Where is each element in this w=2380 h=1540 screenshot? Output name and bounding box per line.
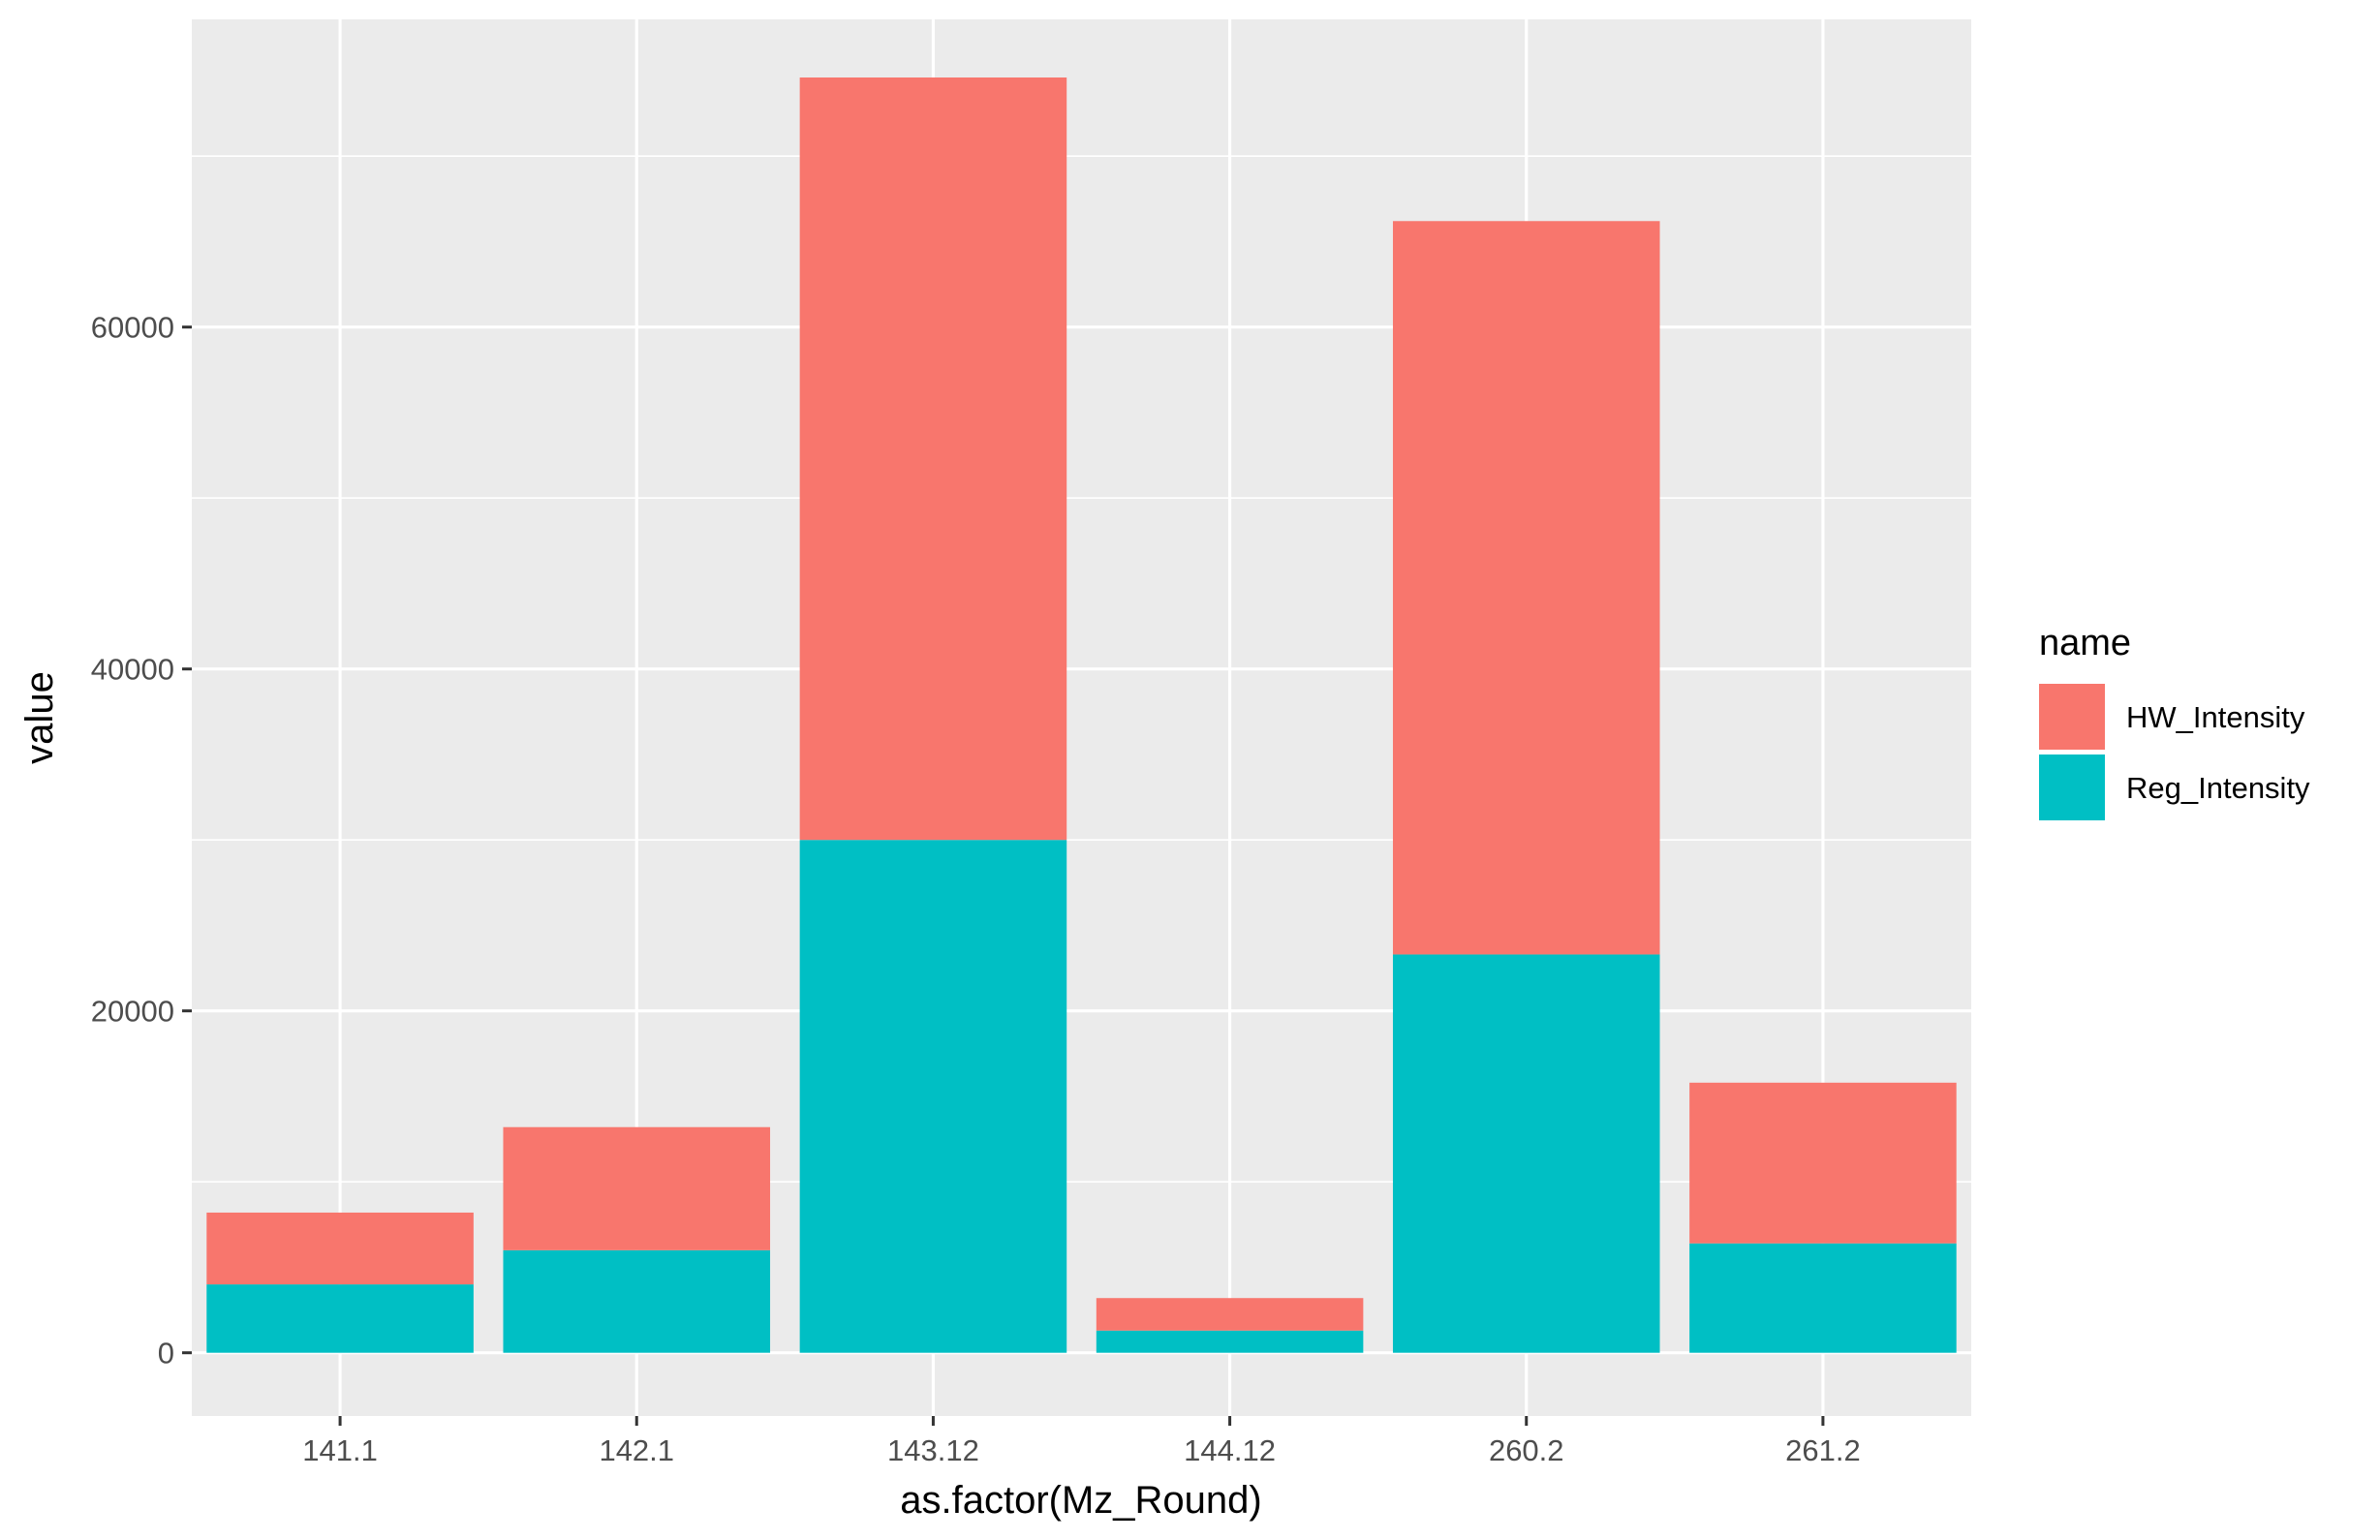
y-axis: 0 20000 40000 60000 — [91, 311, 192, 1371]
x-tick-label: 142.1 — [599, 1433, 674, 1467]
legend-key-HW_Intensity — [2039, 684, 2105, 750]
x-tick-label: 143.12 — [887, 1433, 979, 1467]
y-tick-label: 20000 — [91, 995, 174, 1029]
bar-HW_Intensity-142.1 — [503, 1126, 771, 1250]
bar-HW_Intensity-141.1 — [206, 1212, 474, 1285]
bar-Reg_Intensity-143.12 — [799, 840, 1067, 1353]
bar-HW_Intensity-143.12 — [799, 77, 1067, 841]
legend-label-HW_Intensity: HW_Intensity — [2126, 700, 2305, 734]
x-axis-title: as.factor(Mz_Round) — [900, 1479, 1261, 1522]
legend-title: name — [2039, 623, 2131, 663]
bar-Reg_Intensity-260.2 — [1392, 954, 1660, 1353]
bar-Reg_Intensity-261.2 — [1689, 1243, 1957, 1353]
legend: name HW_Intensity Reg_Intensity — [2039, 623, 2310, 820]
bar-Reg_Intensity-144.12 — [1096, 1330, 1364, 1353]
y-tick-label: 40000 — [91, 653, 174, 687]
legend-label-Reg_Intensity: Reg_Intensity — [2126, 771, 2310, 805]
bar-HW_Intensity-260.2 — [1392, 221, 1660, 955]
x-axis: 141.1 142.1 143.12 144.12 260.2 261.2 — [302, 1416, 1861, 1467]
x-tick-label: 144.12 — [1184, 1433, 1276, 1467]
y-tick-label: 60000 — [91, 311, 174, 345]
bars — [206, 77, 1957, 1353]
x-tick-label: 141.1 — [302, 1433, 378, 1467]
y-tick-label: 0 — [158, 1337, 174, 1371]
plot-panel — [192, 19, 1971, 1416]
bar-HW_Intensity-261.2 — [1689, 1082, 1957, 1244]
bar-Reg_Intensity-141.1 — [206, 1284, 474, 1353]
y-axis-title: value — [18, 671, 61, 764]
x-tick-label: 260.2 — [1489, 1433, 1564, 1467]
x-tick-label: 261.2 — [1785, 1433, 1861, 1467]
bar-HW_Intensity-144.12 — [1096, 1298, 1364, 1331]
legend-key-Reg_Intensity — [2039, 755, 2105, 820]
bar-Reg_Intensity-142.1 — [503, 1249, 771, 1353]
